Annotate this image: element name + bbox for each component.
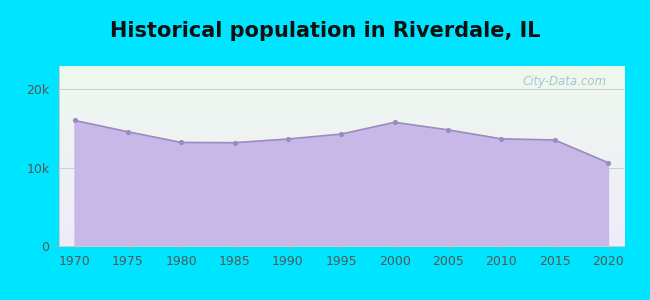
Point	[443, 128, 453, 132]
Point	[123, 129, 133, 134]
Point	[336, 132, 346, 136]
Point	[176, 140, 187, 145]
Point	[70, 118, 80, 123]
Point	[283, 136, 293, 141]
Point	[496, 136, 506, 141]
Text: Historical population in Riverdale, IL: Historical population in Riverdale, IL	[110, 21, 540, 41]
Point	[229, 140, 240, 145]
Point	[549, 138, 560, 142]
Point	[603, 160, 613, 165]
Point	[389, 120, 400, 125]
Text: City-Data.com: City-Data.com	[523, 75, 607, 88]
